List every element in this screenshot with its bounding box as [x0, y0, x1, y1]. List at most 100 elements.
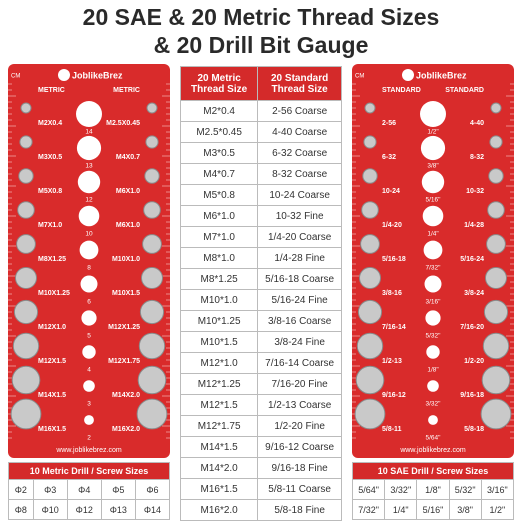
- thread-label: M2X0.4: [38, 120, 62, 127]
- size-cell: 5/16": [416, 499, 450, 520]
- drill-hole: [425, 310, 441, 326]
- metric-size-table: 10 Metric Drill / Screw Sizes Φ2 Φ3 Φ4 Φ5 Φ6 Φ…: [8, 462, 171, 520]
- thread-label: M10X1.25: [38, 290, 70, 297]
- thread-label: 8-32: [470, 154, 484, 161]
- thread-label: 3/8-24: [464, 290, 484, 297]
- thread-table: 20 Metric Thread Size 20 Standard Thread …: [179, 66, 342, 521]
- table-row: M12*1.5 1/2-13 Coarse: [179, 394, 342, 416]
- thread-label: M7X1.0: [38, 222, 62, 229]
- table-row: M4*0.7 8-32 Coarse: [179, 163, 342, 185]
- table-cell: M16*2.0: [179, 499, 259, 521]
- size-cell: Φ2: [8, 479, 34, 500]
- label: METRIC: [113, 87, 140, 94]
- column-header: 20 Metric Thread Size: [179, 66, 259, 101]
- table-cell: 5/16-18 Coarse: [257, 268, 342, 290]
- thread-label: M14X2.0: [112, 392, 140, 399]
- brand: JoblikeBrez: [416, 70, 467, 80]
- thread-label: 1/2-13: [382, 358, 402, 365]
- left-gauge: JoblikeBrez CM METRIC METRIC M2X0.4 M2.5X0.45…: [8, 64, 170, 458]
- sae-size-table: 10 SAE Drill / Screw Sizes 5/64" 3/32" 1/8"…: [351, 462, 515, 520]
- table-cell: 1/2-20 Fine: [257, 415, 342, 437]
- size-label: 1/2": [427, 129, 439, 136]
- thread-hole: [483, 299, 509, 325]
- label: METRIC: [38, 87, 65, 94]
- table-row: M7*1.0 1/4-20 Coarse: [179, 226, 342, 248]
- thread-label: M5X0.8: [38, 188, 62, 195]
- thread-label: M4X0.7: [116, 154, 140, 161]
- thread-hole: [13, 299, 39, 325]
- table-row: M10*1.5 3/8-24 Fine: [179, 331, 342, 353]
- size-label: 3/32": [426, 401, 442, 408]
- table-cell: 9/16-12 Coarse: [257, 436, 342, 458]
- thread-hole: [357, 299, 383, 325]
- thread-hole: [481, 365, 511, 395]
- table-row: M12*1.0 7/16-14 Coarse: [179, 352, 342, 374]
- table-cell: M12*1.75: [179, 415, 259, 437]
- size-label: 7/32": [426, 265, 442, 272]
- thread-hole: [139, 299, 165, 325]
- thread-hole: [10, 398, 42, 430]
- thread-label: 3/8-16: [382, 290, 402, 297]
- table-cell: M8*1.0: [179, 247, 259, 269]
- table-cell: M5*0.8: [179, 184, 259, 206]
- thread-hole: [15, 267, 37, 289]
- thread-hole: [487, 201, 505, 219]
- url: www.joblikebrez.com: [399, 447, 466, 454]
- thread-label: M8X1.25: [38, 256, 66, 263]
- table-row: M14*1.5 9/16-12 Coarse: [179, 436, 342, 458]
- drill-hole: [83, 380, 95, 392]
- size-label: 10: [85, 231, 93, 238]
- thread-label: 7/16-14: [382, 324, 406, 331]
- size-label: 5/16": [426, 197, 442, 204]
- drill-hole: [76, 135, 102, 161]
- drill-hole: [76, 101, 102, 127]
- table-row: M14*2.0 9/16-18 Fine: [179, 457, 342, 479]
- table-cell: 10-32 Fine: [257, 205, 342, 227]
- table-row: M6*1.0 10-32 Fine: [179, 205, 342, 227]
- thread-label: M3X0.5: [38, 154, 62, 161]
- size-row: Φ8 Φ10 Φ12 Φ13 Φ14: [8, 499, 171, 520]
- thread-label: M2.5X0.45: [106, 120, 140, 127]
- thread-label: M16X2.0: [112, 426, 140, 433]
- plate: [8, 64, 170, 458]
- table-cell: M14*2.0: [179, 457, 259, 479]
- thread-label: M16X1.5: [38, 426, 66, 433]
- table-row: M12*1.25 7/16-20 Fine: [179, 373, 342, 395]
- thread-label: 9/16-18: [460, 392, 484, 399]
- drill-hole: [77, 170, 101, 194]
- table-cell: 10-24 Coarse: [257, 184, 342, 206]
- brand: JoblikeBrez: [72, 70, 123, 80]
- thread-label: M10X1.0: [112, 256, 140, 263]
- drill-hole: [423, 240, 443, 260]
- table-cell: 5/16-24 Fine: [257, 289, 342, 311]
- url: www.joblikebrez.com: [55, 447, 122, 454]
- thread-label: 10-24: [382, 188, 400, 195]
- drill-hole: [422, 205, 444, 227]
- thread-hole: [488, 168, 504, 184]
- table-row: M16*2.0 5/8-18 Fine: [179, 499, 342, 521]
- drill-hole: [427, 380, 439, 392]
- thread-hole: [482, 332, 510, 360]
- drill-hole: [421, 170, 445, 194]
- right-gauge: JoblikeBrez CM STANDARD STANDARD 2-56 4-40 1/2…: [352, 64, 514, 458]
- thread-label: 1/4-20: [382, 222, 402, 229]
- title: 20 SAE & 20 Metric Thread Sizes: [82, 4, 440, 30]
- table-cell: 1/4-28 Fine: [257, 247, 342, 269]
- size-label: 3: [87, 401, 91, 408]
- size-label: 5/32": [426, 333, 442, 340]
- table-title: 10 SAE Drill / Screw Sizes: [352, 462, 514, 480]
- thread-hole: [486, 234, 506, 254]
- table-cell: 7/16-20 Fine: [257, 373, 342, 395]
- thread-label: 7/16-20: [460, 324, 484, 331]
- thread-hole: [359, 267, 381, 289]
- thread-hole: [20, 102, 32, 114]
- drill-hole: [81, 310, 97, 326]
- thread-hole: [136, 398, 168, 430]
- table-cell: M12*1.0: [179, 352, 259, 374]
- table-cell: M3*0.5: [179, 142, 259, 164]
- table-cell: M10*1.25: [179, 310, 259, 332]
- table-cell: 4-40 Coarse: [257, 121, 342, 143]
- size-cell: Φ13: [100, 499, 136, 520]
- thread-hole: [480, 398, 512, 430]
